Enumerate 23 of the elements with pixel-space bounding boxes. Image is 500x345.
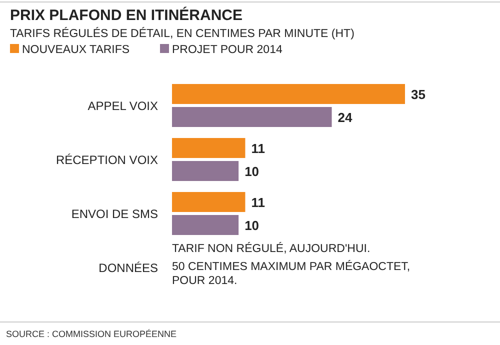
- bar: [172, 107, 332, 127]
- bar: [172, 138, 246, 158]
- data-label: 11: [251, 141, 265, 156]
- chart-title: PRIX PLAFOND EN ITINÉRANCE: [10, 6, 243, 24]
- bar: [172, 161, 239, 181]
- y-tick-label: RÉCEPTION VOIX: [56, 153, 158, 167]
- data-label: 11: [251, 195, 265, 210]
- bar: [172, 215, 239, 235]
- bar: [172, 192, 246, 212]
- data-label: 10: [244, 218, 260, 233]
- annotation: 50 CENTIMES MAXIMUM PAR MÉGAOCTET, POUR 2014.: [172, 260, 410, 287]
- source-note: SOURCE : COMMISSION EUROPÉENNE: [6, 329, 177, 339]
- y-tick-label: APPEL VOIX: [88, 99, 158, 113]
- data-label: 24: [338, 110, 353, 125]
- annotation: TARIF NON RÉGULÉ, AUJOURD'HUI.: [172, 242, 370, 255]
- y-tick-label: DONNÉES: [98, 261, 158, 275]
- data-label: 35: [411, 87, 426, 102]
- y-tick-label: ENVOI DE SMS: [71, 207, 158, 221]
- legend-label: PROJET POUR 2014: [172, 44, 283, 56]
- bar: [172, 84, 405, 104]
- legend-label: NOUVEAUX TARIFS: [22, 44, 130, 56]
- data-label: 10: [244, 164, 260, 179]
- chart-subtitle: TARIFS RÉGULÉS DE DÉTAIL, EN CENTIMES PAR MINUTE (HT): [10, 27, 355, 40]
